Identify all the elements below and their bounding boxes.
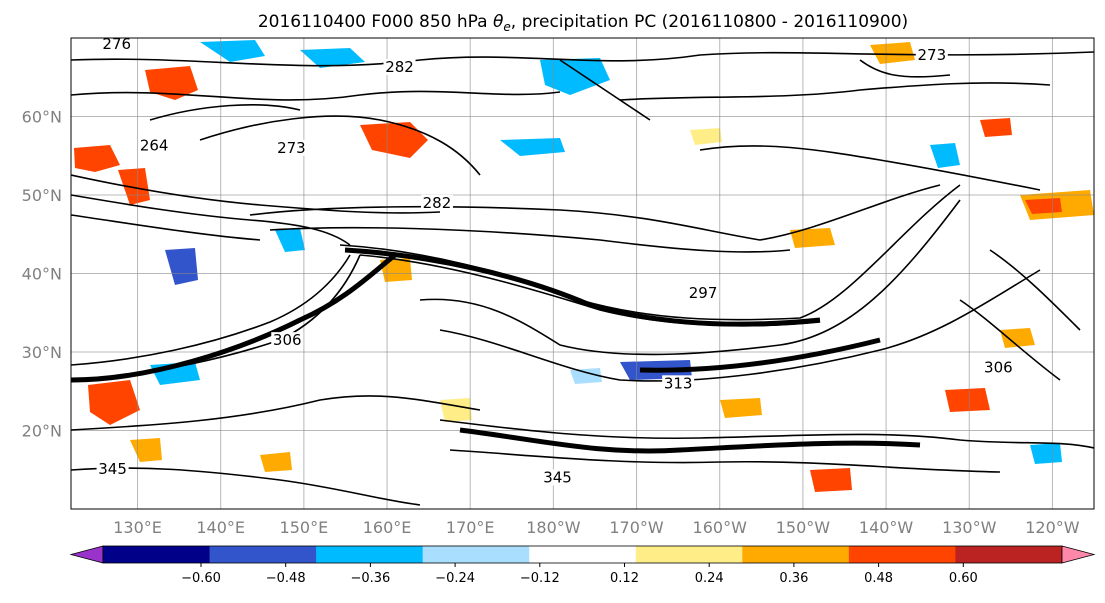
- contour-label-bg: [420, 194, 453, 211]
- contour-label-bg: [96, 460, 129, 477]
- colorbar-tick-label: 0.60: [949, 571, 978, 586]
- colorbar-extension-low: [69, 545, 104, 564]
- colorbar-tick-label: 0.24: [695, 571, 724, 586]
- colorbar-extension-high: [1061, 545, 1096, 564]
- colorbar-tick-label: −0.12: [520, 571, 560, 586]
- lon-tick-label: 140°E: [196, 518, 245, 537]
- longitude-labels: 130°E 140°E 150°E 160°E 170°E 180°W 170°W 160°W…: [113, 518, 1080, 537]
- precipitation-shading: [74, 40, 1094, 492]
- colorbar-segment: [635, 546, 743, 563]
- contour-label-bg: [275, 139, 308, 156]
- contour-label: 306: [273, 331, 302, 349]
- colorbar-segment: [742, 546, 850, 563]
- contour-labels: 276 282 273 264 273 282 297 306 345 345 313 306: [96, 35, 1015, 487]
- colorbar-tick-label: −0.48: [266, 571, 306, 586]
- colorbar-ticks: −0.60 −0.48 −0.36 −0.24 −0.12 0.12 0.24 0.36 0.4…: [181, 563, 978, 586]
- contour-label: 345: [98, 460, 127, 478]
- lon-tick-label: 150°W: [776, 518, 831, 537]
- colorbar-tick-label: 0.48: [864, 571, 893, 586]
- map-title: 2016110400 F000 850 hPa θe, precipitatio…: [258, 12, 908, 34]
- colorbar-tick-label: −0.36: [350, 571, 390, 586]
- contour-label-bg: [100, 38, 133, 53]
- lon-tick-label: 170°W: [609, 518, 664, 537]
- colorbar-segment: [209, 546, 317, 563]
- colorbar-segment: [529, 546, 637, 563]
- colorbar-segment: [848, 546, 956, 563]
- colorbar-segment: [955, 546, 1063, 563]
- lat-tick-label: 30°N: [22, 343, 62, 362]
- lon-tick-label: 140°W: [859, 518, 914, 537]
- colorbar-tick-label: 0.12: [610, 571, 639, 586]
- contour-label: 297: [689, 284, 718, 302]
- contour-label-bg: [383, 58, 416, 75]
- map-panel: 276 282 273 264 273 282 297 306 345 345 313 306: [70, 35, 1095, 510]
- lat-tick-label: 60°N: [22, 108, 62, 127]
- contour-label: 306: [984, 359, 1013, 377]
- colorbar-segments: [69, 545, 1096, 564]
- contour-label-bg: [541, 469, 574, 486]
- colorbar: −0.60 −0.48 −0.36 −0.24 −0.12 0.12 0.24 0.36 0.4…: [69, 545, 1096, 586]
- colorbar-tick-label: 0.36: [779, 571, 808, 586]
- colorbar-tick-label: −0.24: [435, 571, 475, 586]
- contour-label: 282: [385, 58, 414, 76]
- contour-label: 313: [664, 374, 693, 392]
- contour-label: 273: [917, 46, 946, 64]
- contour-label: 282: [423, 194, 452, 212]
- lon-tick-label: 130°W: [942, 518, 997, 537]
- contour-label: 273: [277, 139, 306, 157]
- lat-tick-label: 20°N: [22, 422, 62, 441]
- contour-label-bg: [915, 47, 948, 64]
- colorbar-segment: [316, 546, 424, 563]
- lat-tick-label: 40°N: [22, 265, 62, 284]
- lon-tick-label: 160°E: [363, 518, 412, 537]
- lon-tick-label: 120°W: [1025, 518, 1080, 537]
- theta-e-contours: [71, 51, 1094, 506]
- contour-label-bg: [271, 332, 304, 349]
- contour-label-bg: [138, 137, 171, 154]
- lon-tick-label: 160°W: [693, 518, 748, 537]
- contour-label: 264: [140, 136, 169, 154]
- lon-tick-label: 150°E: [280, 518, 329, 537]
- lon-tick-label: 130°E: [113, 518, 162, 537]
- colorbar-tick-label: −0.60: [181, 571, 221, 586]
- contour-label: 345: [543, 469, 572, 487]
- lon-tick-label: 180°W: [526, 518, 581, 537]
- latitude-labels: 20°N 30°N 40°N 50°N 60°N: [22, 108, 62, 441]
- lon-tick-label: 170°E: [446, 518, 495, 537]
- contour-label-bg: [982, 359, 1015, 376]
- dense-contour-bands: [71, 247, 921, 454]
- contour-label-bg: [687, 285, 720, 302]
- contour-label: 276: [102, 35, 131, 53]
- lat-tick-label: 50°N: [22, 186, 62, 205]
- colorbar-segment: [103, 546, 211, 563]
- map-frame: [70, 37, 1095, 510]
- contour-label-bg: [662, 375, 695, 392]
- colorbar-segment: [422, 546, 530, 563]
